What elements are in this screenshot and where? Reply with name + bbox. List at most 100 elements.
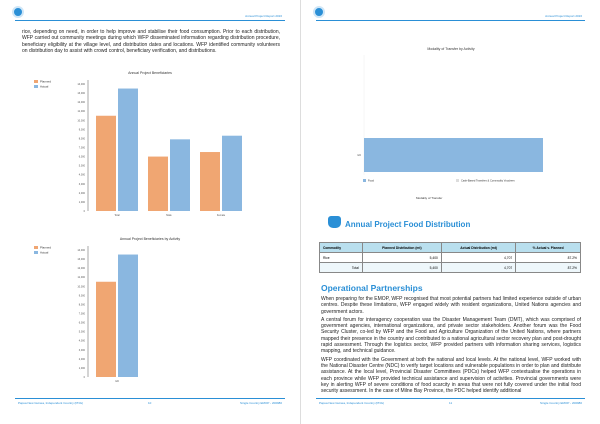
cell: Total: [319, 262, 363, 273]
header-text: Annual Project Report 2016: [245, 14, 282, 18]
table-total-row: Total 5,400 4,707 87.2%: [319, 262, 581, 273]
y-tick-label: 8,000: [79, 137, 86, 140]
cell: 5,400: [361, 262, 442, 273]
chart-svg: Annual Project Beneficiaries by Activity…: [34, 237, 181, 383]
header-divider: [316, 20, 585, 21]
y-tick-label: 9,000: [79, 128, 86, 131]
bar-actual: [118, 88, 138, 211]
footer-right: Single Country EMOP - 200980: [240, 401, 282, 405]
y-tick-label: 12,000: [77, 101, 85, 104]
y-tick-label: 7,000: [79, 147, 86, 150]
column-header: Actual Distribution (mt): [440, 242, 517, 253]
cell: 87.2%: [515, 252, 581, 263]
y-tick-label: 14,000: [77, 249, 85, 252]
legend-label: Planned: [40, 246, 51, 250]
page-left: Annual Project Report 2016 rice, dependi…: [0, 0, 300, 424]
legend-label: Cash-Based Transfers & Commodity Voucher…: [461, 179, 515, 183]
legend-label: Actual: [40, 85, 49, 89]
chart-title: Annual Project Beneficiaries: [128, 71, 172, 75]
cell: 4,707: [440, 262, 517, 273]
table-header-row: Commodity Planned Distribution (mt) Actu…: [319, 242, 581, 253]
cell: Rice: [319, 252, 363, 263]
y-tick-label: 13,000: [77, 258, 85, 261]
y-tick-label: 12,000: [77, 267, 85, 270]
y-tick-label: 3,000: [79, 183, 86, 186]
chart-svg: Annual Project Beneficiaries 0 1,000 2,000 3…: [34, 71, 242, 217]
y-tick-label: 11,000: [78, 276, 86, 279]
wfp-logo-icon: [12, 6, 24, 18]
y-tick-label: 0: [84, 376, 86, 379]
y-tick-label: 4,000: [79, 174, 86, 177]
column-header: Planned Distribution (mt): [361, 242, 442, 253]
y-tick-label: 3,000: [79, 349, 86, 352]
y-tick-label: 6,000: [79, 156, 86, 159]
y-tick-label: 1,000: [79, 201, 86, 204]
bar-planned: [96, 115, 116, 211]
bar-planned: [96, 281, 116, 377]
footer-left: Papua New Guinea, Independent Country (P…: [319, 401, 385, 405]
legend-label: Food: [368, 179, 374, 183]
bar-food: [364, 138, 543, 172]
chart-title: Annual Project Beneficiaries by Activity: [120, 237, 181, 241]
body-paragraph: rice, depending on need, in order to hel…: [22, 29, 280, 54]
paragraph: WFP coordinated with the Government at b…: [321, 356, 581, 395]
footer-left: Papua New Guinea, Independent Country (P…: [18, 401, 84, 405]
y-tick-label: 6,000: [79, 322, 86, 325]
modality-chart: Modality of Transfer by Activity GD Food Ca…: [341, 40, 571, 190]
legend-swatch: [34, 85, 38, 88]
legend-swatch: [456, 179, 459, 182]
y-tick-label: 10,000: [77, 119, 85, 122]
x-tick-label: Total: [114, 214, 120, 217]
chart-svg: Modality of Transfer by Activity GD Food Ca…: [357, 47, 543, 183]
bar-planned: [200, 152, 220, 211]
legend-swatch: [34, 251, 38, 254]
chart-footnote: Modality of Transfer: [416, 196, 443, 200]
bar-actual: [118, 254, 138, 377]
column-header: % Actual v. Planned: [515, 242, 581, 253]
y-tick-label: 11,000: [78, 110, 86, 113]
y-tick-label: 14,000: [77, 83, 85, 86]
paragraph: When preparing for the EMOP, WFP recogni…: [321, 296, 581, 315]
y-tick-label: GD: [357, 154, 361, 157]
footer-divider: [316, 398, 585, 399]
footer-right: Single Country EMOP - 200980: [540, 401, 582, 405]
bar-actual: [170, 139, 190, 211]
table-row: Rice 5,400 4,707 87.2%: [319, 252, 581, 263]
food-distribution-table: Commodity Planned Distribution (mt) Actu…: [319, 242, 581, 273]
cell: 5,400: [361, 252, 442, 263]
wfp-logo-icon: [313, 6, 325, 18]
footer-divider: [15, 398, 285, 399]
bar-planned: [148, 156, 168, 211]
food-bag-icon: [328, 216, 341, 228]
footer-page-number: 11: [449, 401, 453, 405]
y-tick-label: 1,000: [79, 367, 86, 370]
operational-partnerships-title: Operational Partnerships: [321, 283, 423, 293]
column-header: Commodity: [319, 242, 363, 253]
legend-label: Actual: [40, 251, 49, 255]
y-tick-label: 5,000: [79, 331, 86, 334]
footer-page-number: 10: [148, 401, 152, 405]
legend-label: Planned: [40, 80, 51, 84]
y-tick-label: 5,000: [79, 165, 86, 168]
cell: 4,707: [440, 252, 517, 263]
legend-swatch: [34, 246, 38, 249]
beneficiaries-chart: Annual Project Beneficiaries 0 1,000 2,000 3…: [20, 68, 280, 218]
y-tick-label: 7,000: [79, 313, 86, 316]
y-tick-label: 2,000: [79, 358, 86, 361]
chart-title: Modality of Transfer by Activity: [427, 47, 475, 51]
x-tick-label: GD: [115, 380, 119, 383]
y-tick-label: 0: [84, 210, 86, 213]
x-tick-label: Female: [217, 214, 226, 217]
bar-actual: [222, 135, 242, 211]
y-tick-label: 4,000: [79, 340, 86, 343]
legend-swatch: [34, 80, 38, 83]
section-title: Annual Project Food Distribution: [345, 220, 471, 229]
cell: 87.2%: [515, 262, 581, 273]
y-tick-label: 13,000: [77, 92, 85, 95]
x-tick-label: Male: [166, 214, 172, 217]
page-right: Annual Project Report 2016 Modality of T…: [300, 0, 600, 424]
y-tick-label: 2,000: [79, 192, 86, 195]
header-divider: [15, 20, 285, 21]
paragraph: A central forum for interagency cooperat…: [321, 316, 581, 355]
y-tick-label: 10,000: [77, 285, 85, 288]
